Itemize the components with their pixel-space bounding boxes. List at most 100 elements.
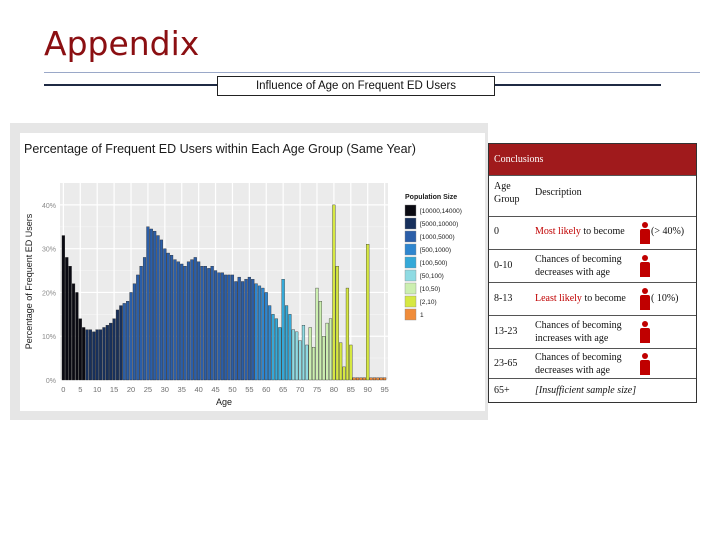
table-row: 13-23 Chances of becoming increases with…	[489, 315, 696, 349]
bar	[136, 274, 140, 381]
col-description: Description	[535, 187, 582, 198]
bar	[95, 329, 99, 381]
legend-label: [50,100)	[420, 273, 444, 280]
bar	[335, 266, 339, 381]
row-group: 13-23	[494, 326, 518, 337]
x-tick-label: 60	[262, 385, 270, 394]
bar	[75, 292, 79, 381]
x-tick-label: 90	[364, 385, 372, 394]
bar	[264, 292, 268, 381]
bar	[345, 287, 349, 381]
desc-emphasis: Most likely	[535, 226, 581, 237]
bar	[61, 235, 65, 381]
legend-swatch	[404, 204, 417, 217]
chart-title: Percentage of Frequent ED Users within E…	[24, 142, 416, 156]
bar	[234, 281, 238, 381]
bar	[159, 239, 164, 381]
bar	[251, 279, 255, 381]
bar	[356, 377, 360, 381]
bar	[379, 377, 383, 381]
x-tick-label: 25	[144, 385, 152, 394]
row-group: 0-10	[494, 260, 513, 271]
bar	[230, 274, 235, 381]
bar	[129, 292, 133, 381]
bar	[328, 318, 333, 381]
x-tick-label: 20	[127, 385, 135, 394]
bar	[146, 226, 150, 381]
bar	[139, 266, 143, 381]
bar	[193, 257, 197, 381]
row-description: Chances of becoming decreases with age	[535, 352, 622, 376]
bar	[224, 274, 228, 381]
bar	[88, 329, 92, 381]
bar	[71, 283, 76, 381]
person-icon	[640, 288, 650, 310]
bar	[254, 283, 258, 381]
row-description: Most likely to become	[535, 226, 639, 237]
bar	[109, 322, 113, 381]
bar	[244, 279, 248, 381]
desc-rest: to become	[581, 293, 626, 304]
bar	[362, 377, 366, 381]
x-tick-label: 45	[211, 385, 219, 394]
x-tick-label: 55	[245, 385, 253, 394]
bar	[359, 377, 363, 381]
bar	[186, 261, 191, 381]
legend-label: [2,10)	[420, 299, 437, 306]
bar	[142, 257, 147, 381]
table-row: 8-13 Least likely to become ( 10%)	[489, 282, 696, 316]
subtitle-line-left	[44, 84, 217, 86]
bar	[369, 377, 373, 381]
bar	[166, 252, 170, 381]
bar	[268, 305, 272, 381]
bar	[213, 270, 218, 381]
x-tick-label: 30	[161, 385, 169, 394]
table-row: 0 Most likely to become (> 40%)	[489, 216, 696, 250]
legend-swatch	[404, 282, 417, 295]
bar	[99, 329, 103, 381]
desc-rest: to become	[580, 226, 625, 237]
legend-label: [10000,14000)	[420, 208, 462, 215]
table-row: 0-10 Chances of becoming decreases with …	[489, 249, 696, 283]
bar	[105, 325, 109, 381]
x-tick-label: 15	[110, 385, 118, 394]
bar	[92, 331, 96, 381]
bar	[132, 283, 136, 381]
bar	[68, 266, 72, 381]
bar	[261, 287, 265, 381]
legend-label: [100,500)	[420, 260, 447, 267]
bar	[247, 276, 251, 381]
legend-label: [500,1000)	[420, 247, 451, 254]
y-tick-label: 20%	[42, 290, 56, 297]
x-tick-label: 0	[61, 385, 65, 394]
row-group: 8-13	[494, 293, 513, 304]
bar	[176, 261, 180, 381]
bar	[281, 279, 285, 381]
row-description: [Insufficient sample size]	[535, 385, 637, 396]
table-row: 23-65 Chances of becoming decreases with…	[489, 348, 696, 379]
bar	[119, 305, 123, 381]
legend-label: 1	[420, 312, 424, 319]
slide-subtitle: Influence of Age on Frequent ED Users	[217, 76, 495, 96]
bar	[278, 327, 282, 381]
legend-swatch	[404, 217, 417, 230]
conclusions-panel: Conclusions Age Group Description 0 Most…	[488, 143, 697, 403]
person-icon	[640, 255, 650, 277]
bar	[217, 272, 221, 381]
bar	[82, 327, 86, 381]
title-rule	[44, 72, 700, 73]
bar	[197, 261, 201, 381]
bar	[305, 344, 309, 381]
bar	[271, 314, 275, 381]
bar	[291, 329, 295, 381]
y-tick-label: 0%	[46, 378, 56, 385]
x-tick-label: 5	[78, 385, 82, 394]
bar	[173, 259, 177, 381]
bar	[122, 303, 126, 381]
x-tick-label: 50	[228, 385, 236, 394]
x-tick-label: 10	[93, 385, 101, 394]
bar	[284, 305, 289, 381]
bar	[237, 276, 241, 381]
subtitle-line-right	[493, 84, 661, 86]
bar	[170, 255, 174, 381]
